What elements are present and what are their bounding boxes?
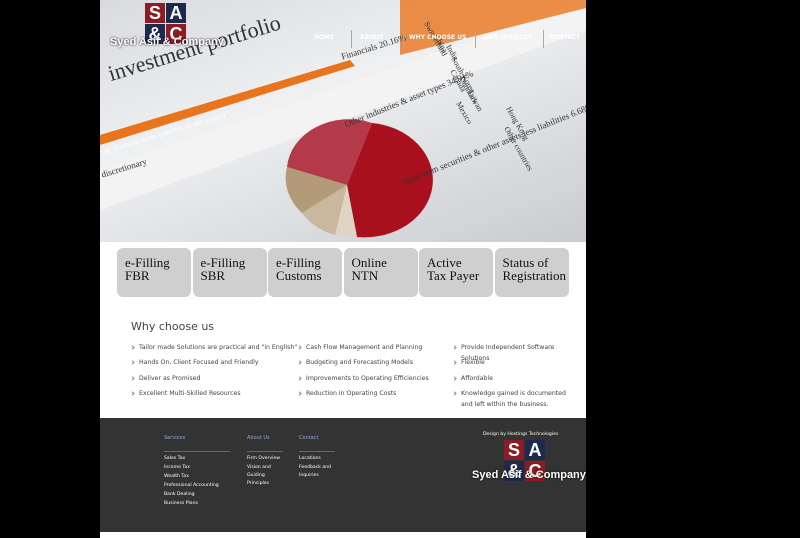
footer-company: Syed Asif & Company <box>472 469 586 481</box>
footer-logo: S A & C <box>504 440 545 481</box>
tab-line: e-Filling <box>276 255 321 270</box>
credit: Design by Hostings Technologies <box>483 432 559 437</box>
logo-letter: C <box>525 461 545 481</box>
tab-line: Online <box>351 255 387 270</box>
page: investment portfolio Financials 20.16% Oth… <box>100 0 586 538</box>
pie-slice <box>287 119 372 185</box>
logo-letter: A <box>166 3 186 23</box>
why-item: Improvements to Operating Efficiencies <box>298 373 476 384</box>
footer-heading: Contact <box>299 435 319 441</box>
nav-item[interactable]: WHY CHOOSE US <box>409 34 467 41</box>
why-item: Deliver as Promised <box>131 373 309 384</box>
footer-link[interactable]: Feedback and Inquiries <box>299 465 331 478</box>
nav-separator <box>543 30 544 48</box>
paper-band <box>100 0 586 210</box>
footer-heading: About Us <box>247 435 270 441</box>
why-item: Hands On, Client Focused and Friendly <box>131 357 309 368</box>
why-item: Affordable <box>453 373 571 384</box>
why-item: Cash Flow Management and Planning <box>298 342 476 353</box>
footer-heading: Services <box>164 435 186 441</box>
tab-line: SBR <box>200 268 226 283</box>
nav-item[interactable]: OUR SERVICES <box>483 34 533 41</box>
section-title: Why choose us <box>131 320 215 333</box>
footer-link[interactable]: Business Plans <box>164 501 198 506</box>
tab-line: NTN <box>351 268 379 283</box>
why-item: Budgeting and Forecasting Models <box>298 357 476 368</box>
tab[interactable]: e-Filling Customs <box>268 248 342 297</box>
logo-letter: S <box>145 3 165 23</box>
footer-link[interactable]: Bank Dealing <box>164 492 195 497</box>
logo-letter: S <box>504 440 524 460</box>
footer-rule <box>247 451 283 452</box>
footer-link[interactable]: Locations <box>299 456 321 461</box>
footer-link[interactable]: Firm Overview <box>247 456 280 461</box>
why-item: Knowledge gained is documented and left … <box>453 388 571 410</box>
tab-line: FBR <box>125 268 150 283</box>
pie-slice <box>335 185 357 238</box>
tab-line: Tax Payer <box>427 268 480 283</box>
footer-link[interactable]: Professional Accounting <box>164 483 219 488</box>
tab[interactable]: Active Tax Payer <box>419 248 493 297</box>
logo: S A & C <box>145 3 186 44</box>
why-item: Reduction in Operating Costs <box>298 388 476 399</box>
pie-slice <box>347 123 433 238</box>
footer-link[interactable]: Income Tax <box>164 465 190 470</box>
footer-rule <box>164 451 230 452</box>
tab[interactable]: Online NTN <box>343 248 418 297</box>
nav-item[interactable]: ABOUT <box>360 34 384 41</box>
footer-link[interactable]: Wealth Tax <box>164 474 189 479</box>
tab-line: e-Filling <box>200 255 246 270</box>
hero-art <box>100 0 586 238</box>
tab-line: Active <box>427 255 462 270</box>
tab-line: Customs <box>276 268 322 283</box>
tab-line: Registration <box>502 268 567 283</box>
tab-line: e-Filling <box>125 255 170 270</box>
nav-separator <box>403 30 404 48</box>
nav-item[interactable]: CONTACT <box>549 34 581 41</box>
tab-line: Status of <box>502 255 549 270</box>
logo-letter: & <box>504 461 524 481</box>
tab[interactable]: e-Filling SBR <box>192 248 267 297</box>
footer-link[interactable]: Sales Tax <box>164 456 186 461</box>
logo-letter: C <box>166 24 186 44</box>
orange-band <box>100 60 355 145</box>
orange-band-top <box>400 0 586 55</box>
why-item: Tailor made Solutions are practical and … <box>131 342 309 353</box>
footer-link[interactable]: Vision and Guiding Principles <box>247 465 271 486</box>
logo-letter: A <box>525 440 545 460</box>
pie-slice <box>285 167 347 213</box>
nav-item[interactable]: HOME <box>314 34 335 41</box>
tab[interactable]: e-Filling FBR <box>117 248 191 297</box>
nav-separator <box>475 30 476 48</box>
hero-image: investment portfolio Financials 20.16% Oth… <box>100 0 586 242</box>
footer-rule <box>299 451 335 452</box>
why-item: Flexible <box>453 357 571 368</box>
tab[interactable]: Status of Registration <box>494 248 569 297</box>
nav-separator <box>351 30 352 48</box>
pie <box>285 119 433 238</box>
footer: Design by Hostings Technologies S A & C Sye… <box>100 418 586 532</box>
logo-letter: & <box>145 24 165 44</box>
company-name: Syed Asif & Company <box>110 36 224 48</box>
pie-slice <box>302 185 347 235</box>
why-item: Excellent Multi-Skilled Resources <box>131 388 309 399</box>
